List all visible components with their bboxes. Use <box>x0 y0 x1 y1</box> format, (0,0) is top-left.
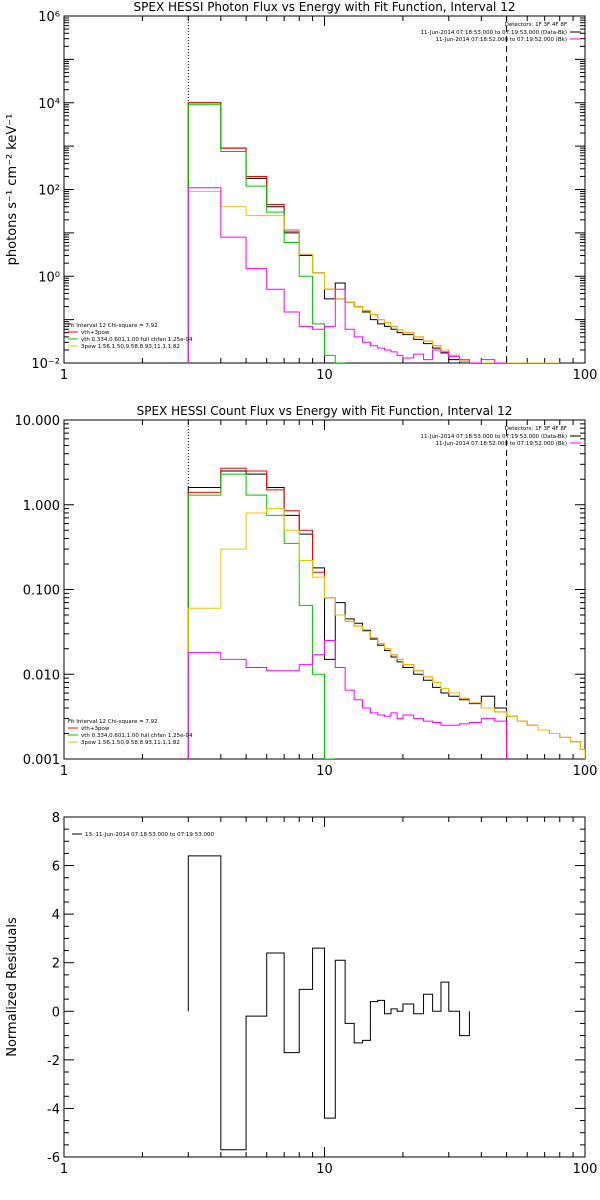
y-tick-label: 10⁻² <box>31 357 60 372</box>
legend-entry: 11-Jun-2014 07:18:53.000 to 07:19:53.000… <box>421 30 567 36</box>
series-pow <box>187 190 560 363</box>
y-tick-label: 0 <box>52 1005 60 1020</box>
x-tick-label: 10 <box>316 368 333 383</box>
photon-flux-chart: SPEX HESSI Photon Flux vs Energy with Fi… <box>5 0 597 383</box>
x-tick-label: 100 <box>573 368 598 383</box>
y-tick-label: 0.100 <box>23 584 60 599</box>
legend-header: Fit Interval 12 Chi-square = 7.92 <box>68 719 158 725</box>
y-tick-label: 0.001 <box>23 753 60 768</box>
x-tick-label: 10 <box>316 1162 333 1177</box>
x-tick-label: 1 <box>60 1162 68 1177</box>
legend-entry: vth+3pow <box>81 330 110 336</box>
y-tick-label: 8 <box>52 811 60 826</box>
y-tick-label: 6 <box>52 860 60 875</box>
chart-title: SPEX HESSI Count Flux vs Energy with Fit… <box>137 404 513 418</box>
legend-entry: 3pow 1.56,1.50,9.58,8.93,11.1,1.82 <box>81 740 180 746</box>
x-tick-label: 1 <box>60 368 68 383</box>
legend-entry: 3pow 1.56,1.50,9.58,8.93,11.1,1.82 <box>81 344 180 350</box>
y-tick-label: 4 <box>52 908 60 923</box>
legend-entry: 11-Jun-2014 07:18:53.000 to 07:19:53.000… <box>421 434 567 440</box>
legend-entry: vth 0.334,0.601,1.00 full chfan 1.25e-04 <box>81 337 193 343</box>
series-data <box>187 102 507 363</box>
y-tick-label: 10⁰ <box>38 270 60 285</box>
legend-header: Detectors: 1F 3F 4F 8F <box>505 426 567 432</box>
series-bk <box>187 187 507 363</box>
legend-entry: 13. 11-Jun-2014 07:18:53.000 to 07:19:53… <box>85 832 215 838</box>
x-tick-label: 1 <box>60 764 68 779</box>
legend-header: Detectors: 1F 3F 4F 8F <box>505 22 567 28</box>
y-tick-label: -2 <box>47 1054 60 1069</box>
y-tick-label: 1.000 <box>23 499 60 514</box>
series-vth_3pow <box>187 467 585 759</box>
legend-entry: 11-Jun-2014 07:18:52.000 to 07:19:52.000… <box>435 441 567 447</box>
y-tick-label: 10⁴ <box>38 97 60 112</box>
series-pow <box>187 508 585 759</box>
series-vth <box>187 473 336 759</box>
x-tick-label: 10 <box>316 764 333 779</box>
y-tick-label: 10² <box>38 184 60 199</box>
y-tick-label: -6 <box>47 1151 60 1166</box>
y-tick-label: 0.010 <box>23 668 60 683</box>
x-tick-label: 100 <box>573 764 598 779</box>
residuals-chart: 1 10 100 -6 -4 -2 0 2 4 6 8 Normalized Residuals 13.… <box>5 811 597 1177</box>
chart-title: SPEX HESSI Photon Flux vs Energy with Fi… <box>134 0 516 14</box>
y-tick-label: 10.000 <box>15 414 61 429</box>
legend-entry: 11-Jun-2014 07:18:52.000 to 07:19:52.000… <box>435 37 567 43</box>
legend-header: Fit Interval 12 Chi-square = 7.92 <box>68 323 158 329</box>
x-tick-label: 100 <box>573 1162 598 1177</box>
y-axis-label: Normalized Residuals <box>5 917 20 1057</box>
series-vth_3pow <box>187 102 560 363</box>
y-tick-label: 2 <box>52 957 60 972</box>
y-tick-label: -4 <box>47 1102 60 1117</box>
series-bk <box>187 640 508 759</box>
y-axis-label: photons s⁻¹ cm⁻² keV⁻¹ <box>5 114 20 266</box>
legend-entry: vth+3pow <box>81 726 110 732</box>
series-vth <box>187 104 346 363</box>
series-data <box>187 470 508 759</box>
legend-entry: vth 0.334,0.601,1.00 full chfan 1.25e-04 <box>81 733 193 739</box>
y-tick-label: 10⁶ <box>38 10 60 25</box>
series-data <box>187 855 470 1151</box>
count-flux-chart: SPEX HESSI Count Flux vs Energy with Fit… <box>15 404 598 779</box>
